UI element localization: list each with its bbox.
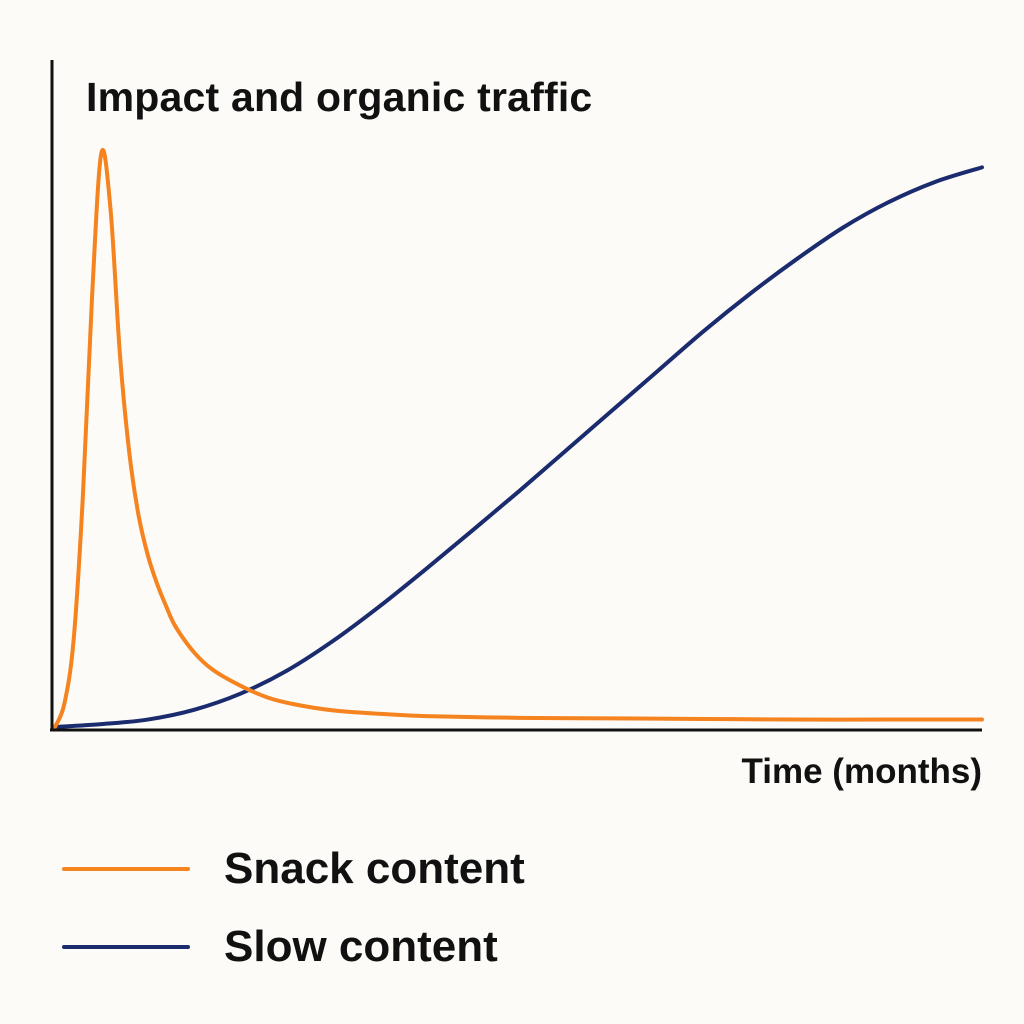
chart-title: Impact and organic traffic xyxy=(86,74,593,120)
legend-item-slow-content: Slow content xyxy=(62,908,762,986)
legend-label-snack-content: Snack content xyxy=(224,844,525,893)
legend-label-slow-content: Slow content xyxy=(224,922,498,971)
legend-swatch-slow-content xyxy=(62,945,190,949)
series-line-slow-content xyxy=(53,165,984,729)
legend-swatch-snack-content xyxy=(62,867,190,871)
x-axis-label: Time (months) xyxy=(741,752,982,791)
series-line-snack-content xyxy=(53,148,984,729)
series-layer xyxy=(53,148,984,729)
legend-item-snack-content: Snack content xyxy=(62,830,762,908)
legend: Snack content Slow content xyxy=(62,830,762,986)
